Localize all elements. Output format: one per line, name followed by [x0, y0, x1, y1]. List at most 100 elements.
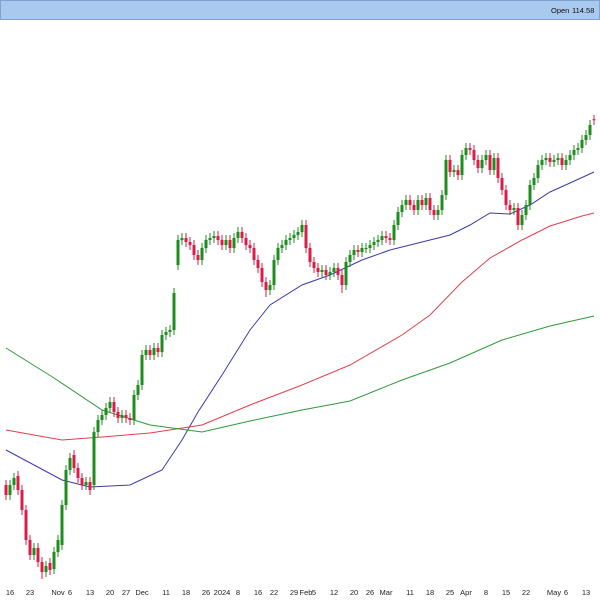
candle-body	[256, 260, 260, 268]
candle-body	[152, 348, 156, 355]
candle-body	[372, 242, 376, 245]
candle-body	[192, 245, 196, 255]
x-tick-label: Mar	[380, 588, 393, 597]
x-tick-label: Apr	[460, 588, 472, 597]
candle-body	[564, 160, 568, 165]
candle-body	[112, 402, 116, 412]
candle-body	[312, 262, 316, 268]
candle-body	[352, 250, 356, 255]
candle-body	[500, 178, 504, 190]
candle-body	[16, 476, 20, 490]
candle-body	[588, 125, 592, 135]
candle-body	[224, 240, 228, 245]
x-tick-label: 11	[162, 588, 170, 597]
candle-body	[332, 268, 336, 272]
candle-body	[336, 268, 340, 275]
candle-body	[76, 468, 80, 478]
candle-body	[492, 158, 496, 170]
candle-body	[164, 332, 168, 335]
x-tick-label: 16	[254, 588, 262, 597]
candle-body	[412, 205, 416, 210]
candle-body	[184, 238, 188, 242]
x-tick-label: Dec	[135, 588, 149, 597]
x-tick-label: 22	[270, 588, 278, 597]
candle-body	[440, 195, 444, 210]
header-label: Open	[551, 6, 569, 15]
candle-body	[48, 563, 52, 570]
header-bar	[0, 0, 600, 20]
candle-body	[300, 225, 304, 232]
candle-body	[204, 240, 208, 248]
candle-body	[472, 150, 476, 160]
candle-body	[344, 262, 348, 285]
x-tick-label: 20	[106, 588, 114, 597]
candle-body	[460, 155, 464, 175]
candle-body	[96, 420, 100, 432]
candle-body	[136, 385, 140, 395]
candle-body	[288, 238, 292, 240]
candle-body	[80, 478, 84, 485]
candle-body	[520, 215, 524, 225]
candle-body	[12, 478, 16, 485]
candle-body	[400, 205, 404, 212]
candle-body	[348, 255, 352, 262]
candle-body	[444, 160, 448, 195]
x-tick-label: 13	[86, 588, 94, 597]
candle-body	[376, 240, 380, 242]
candle-body	[328, 272, 332, 275]
candle-body	[252, 248, 256, 260]
candle-body	[548, 158, 552, 162]
candle-body	[496, 158, 500, 178]
candle-body	[264, 282, 268, 290]
x-tick-label: 5	[312, 588, 316, 597]
candle-body	[172, 293, 176, 330]
candle-body	[416, 200, 420, 210]
candle-body	[20, 490, 24, 510]
x-tick-label: 29	[290, 588, 298, 597]
candle-body	[368, 245, 372, 248]
candle-body	[408, 200, 412, 205]
x-tick-label: 25	[446, 588, 454, 597]
candle-body	[32, 548, 36, 555]
candle-body	[168, 330, 172, 332]
candle-body	[276, 248, 280, 260]
candle-body	[396, 212, 400, 225]
candle-body	[420, 200, 424, 205]
candle-body	[576, 148, 580, 150]
candle-body	[364, 248, 368, 249]
candle-body	[480, 160, 484, 168]
candle-body	[404, 200, 408, 205]
candle-body	[528, 185, 532, 205]
candle-body	[428, 198, 432, 210]
candle-body	[52, 552, 56, 569]
candle-body	[240, 232, 244, 238]
candle-body	[212, 236, 216, 238]
header-open-value: 114.58	[572, 6, 594, 15]
candle-body	[148, 350, 152, 355]
candle-body	[104, 408, 108, 415]
x-tick-label: 8	[236, 588, 240, 597]
x-tick-label: 18	[426, 588, 434, 597]
candle-body	[484, 155, 488, 160]
candle-body	[456, 170, 460, 175]
candle-body	[100, 415, 104, 420]
candle-body	[356, 250, 360, 252]
x-axis: 16 23 Nov 6 13 20 27 Dec 11 18 26 2024 8 16 22 29 Feb 5 12…	[6, 588, 590, 597]
candle-body	[384, 236, 388, 238]
x-tick-label: Nov	[51, 588, 65, 597]
candle-body	[532, 178, 536, 185]
candle-body	[228, 240, 232, 248]
candle-body	[128, 418, 132, 420]
candle-body	[512, 208, 516, 210]
candle-body	[464, 148, 468, 155]
candle-body	[88, 482, 92, 490]
candle-body	[584, 135, 588, 140]
x-tick-label: Feb	[300, 588, 313, 597]
x-tick-label: 20	[350, 588, 358, 597]
candle-body	[304, 225, 308, 248]
x-tick-label: 2024	[214, 588, 231, 597]
candle-body	[40, 562, 44, 572]
candle-body	[476, 160, 480, 168]
x-tick-label: 18	[182, 588, 190, 597]
